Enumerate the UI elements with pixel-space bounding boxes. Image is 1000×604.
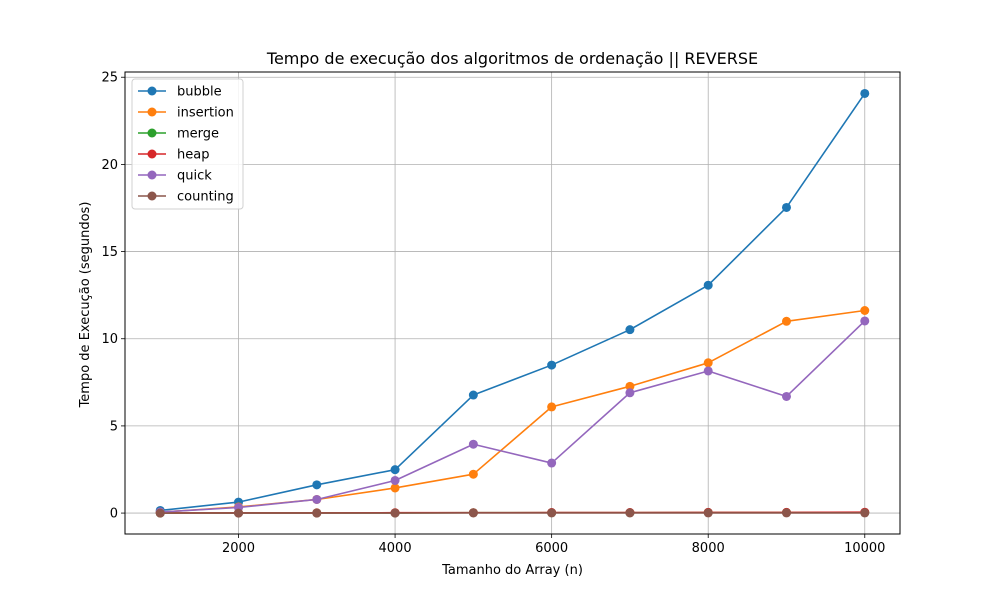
series-counting — [156, 508, 870, 517]
data-point-counting — [860, 508, 869, 517]
data-point-counting — [782, 508, 791, 517]
series-group — [156, 89, 870, 518]
series-quick — [156, 316, 870, 516]
data-point-quick — [312, 495, 321, 504]
y-tick-label: 15 — [101, 245, 118, 260]
data-point-quick — [469, 440, 478, 449]
legend-label: bubble — [177, 85, 222, 100]
data-point-bubble — [782, 203, 791, 212]
series-insertion — [156, 306, 870, 517]
data-point-insertion — [547, 402, 556, 411]
legend-label: counting — [177, 190, 234, 205]
legend-label: merge — [177, 127, 219, 142]
data-point-counting — [391, 509, 400, 518]
legend-label: quick — [177, 169, 212, 184]
legend-marker — [148, 192, 157, 201]
legend-marker — [148, 108, 157, 117]
chart-title: Tempo de execução dos algoritmos de orde… — [266, 49, 758, 68]
legend-marker — [148, 150, 157, 159]
x-tick-label: 10000 — [844, 541, 885, 556]
series-line-insertion — [160, 311, 865, 513]
y-tick-label: 10 — [101, 332, 118, 347]
legend-label: insertion — [177, 106, 234, 121]
series-line-quick — [160, 321, 865, 512]
legend-marker — [148, 87, 157, 96]
data-point-quick — [860, 316, 869, 325]
y-tick-label: 0 — [110, 507, 118, 522]
data-point-counting — [469, 508, 478, 517]
y-axis-label: Tempo de Execução (segundos) — [78, 202, 93, 409]
data-point-quick — [704, 366, 713, 375]
data-point-counting — [312, 509, 321, 518]
data-point-bubble — [469, 391, 478, 400]
data-point-quick — [391, 476, 400, 485]
data-point-bubble — [625, 325, 634, 334]
data-point-quick — [782, 392, 791, 401]
data-point-insertion — [469, 470, 478, 479]
legend-marker — [148, 129, 157, 138]
x-tick-label: 6000 — [535, 541, 568, 556]
data-point-insertion — [704, 358, 713, 367]
x-tick-label: 8000 — [692, 541, 725, 556]
legend-label: heap — [177, 148, 209, 163]
data-point-counting — [547, 508, 556, 517]
data-point-quick — [625, 388, 634, 397]
series-bubble — [156, 89, 870, 515]
data-point-insertion — [860, 306, 869, 315]
x-axis-label: Tamanho do Array (n) — [441, 563, 583, 578]
data-point-bubble — [547, 361, 556, 370]
y-tick-label: 20 — [101, 158, 118, 173]
x-tick-label: 4000 — [379, 541, 412, 556]
legend-marker — [148, 171, 157, 180]
x-tick-label: 2000 — [222, 541, 255, 556]
data-point-quick — [547, 459, 556, 468]
data-point-counting — [234, 509, 243, 518]
data-point-insertion — [782, 317, 791, 326]
data-point-counting — [625, 508, 634, 517]
data-point-bubble — [391, 465, 400, 474]
data-point-counting — [704, 508, 713, 517]
data-point-counting — [156, 509, 165, 518]
data-point-bubble — [860, 89, 869, 98]
data-point-bubble — [704, 281, 713, 290]
y-tick-label: 25 — [101, 71, 118, 86]
legend: bubble insertion merge heap quick counting — [132, 79, 243, 209]
data-point-bubble — [312, 480, 321, 489]
series-line-bubble — [160, 93, 865, 510]
y-tick-label: 5 — [110, 419, 118, 434]
